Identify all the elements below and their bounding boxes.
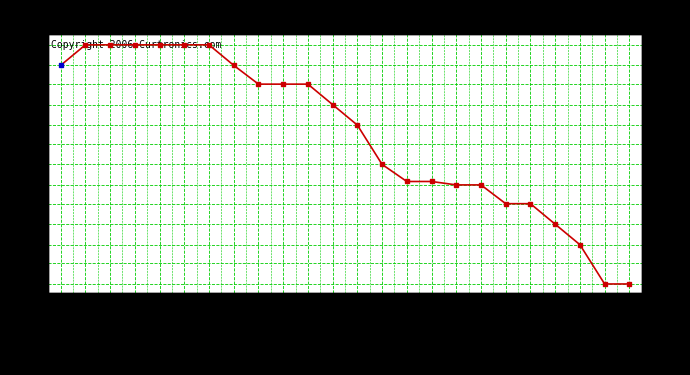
Title: Outdoor Temperature (vs) Heat Index (Last 24 Hours) Wed Jan 18 00:00: Outdoor Temperature (vs) Heat Index (Las… [60, 19, 630, 33]
Text: Copyright 2006 Curtronics.com: Copyright 2006 Curtronics.com [51, 40, 221, 50]
